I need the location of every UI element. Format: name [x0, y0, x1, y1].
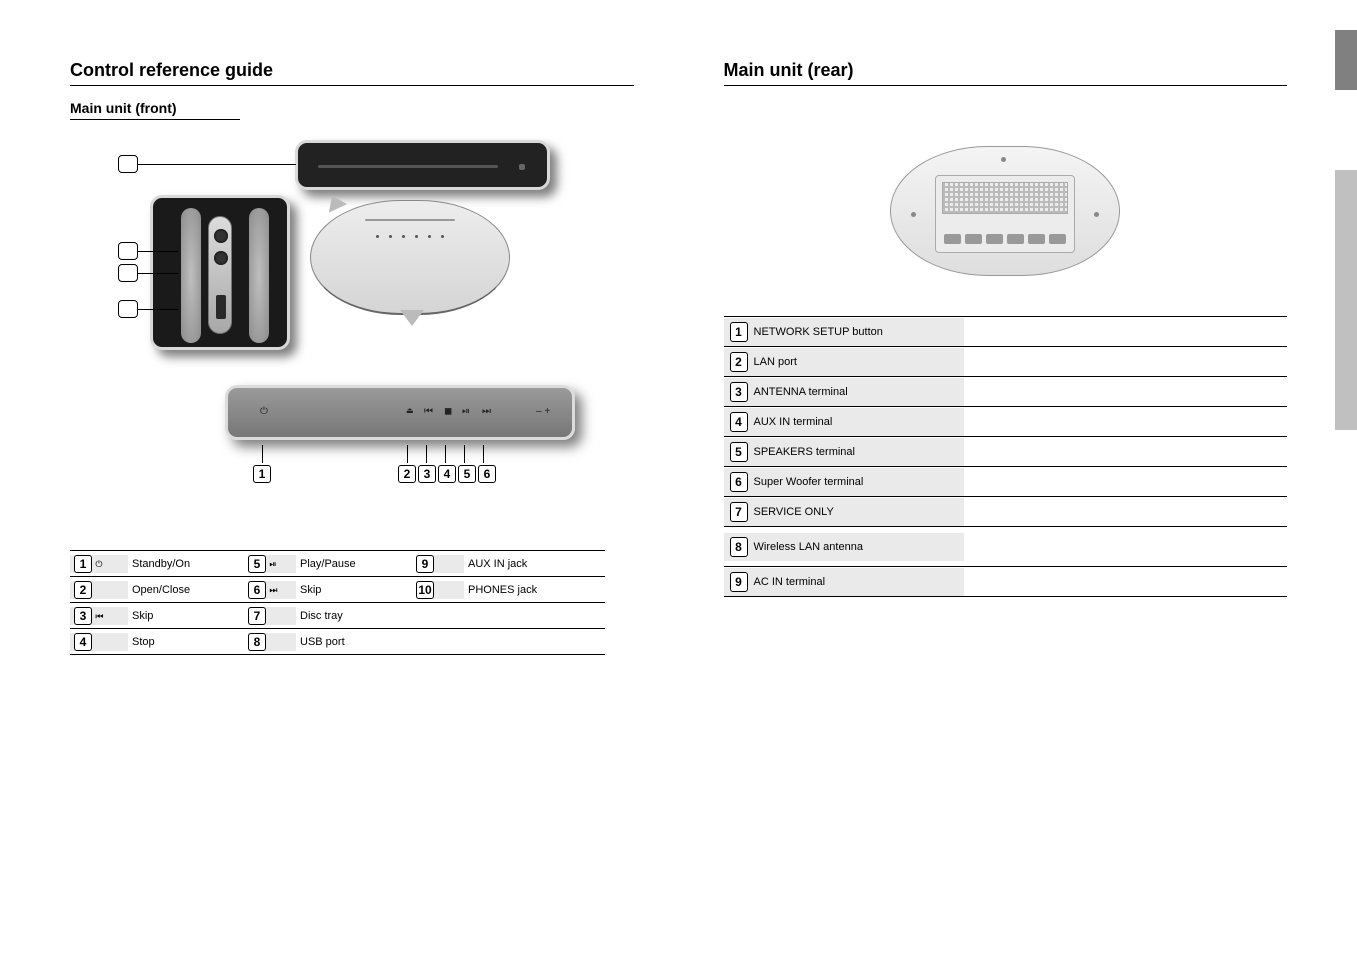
tbl-num: 3 [74, 607, 92, 625]
rt-label: AUX IN terminal [754, 416, 833, 428]
prev-icon: ⏮ [424, 406, 433, 417]
left-column: Control reference guide Main unit (front… [70, 60, 634, 923]
ctrl-num-5: 5 [458, 465, 476, 483]
front-controls-table: 1 ⏻ Standby/On 5 ⏯ Play/Pause 9 AUX IN j… [70, 550, 605, 655]
right-section-title: Main unit (rear) [724, 60, 1288, 86]
left-section-title: Control reference guide [70, 60, 634, 86]
rt-label: SPEAKERS terminal [754, 446, 855, 458]
rt-desc [964, 578, 1288, 586]
rt-label: NETWORK SETUP button [754, 326, 883, 338]
tbl-label: Open/Close [128, 584, 248, 596]
rt-label: ANTENNA terminal [754, 386, 848, 398]
tbl-num: 1 [74, 555, 92, 573]
ctrl-num-3: 3 [418, 465, 436, 483]
rt-num: 9 [730, 572, 748, 592]
tbl-label: Skip [296, 584, 416, 596]
rt-desc [964, 543, 1288, 551]
tbl-label: Standby/On [128, 558, 248, 570]
rear-unit-image [890, 146, 1120, 276]
rear-ports-table: 1 NETWORK SETUP button 2 LAN port 3 ANTENNA… [724, 316, 1288, 597]
rt-desc [964, 328, 1288, 336]
rt-desc [964, 388, 1288, 396]
leader-box-7 [118, 155, 138, 173]
ctrl-num-4: 4 [438, 465, 456, 483]
eject-icon: ⏏ [406, 406, 414, 415]
tbl-label: Stop [128, 636, 248, 648]
control-strip-numbers: 1 2 3 4 5 6 [225, 445, 575, 490]
tbl-label: PHONES jack [464, 584, 605, 596]
main-unit-body [310, 200, 510, 315]
tbl-num: 9 [416, 555, 434, 573]
rt-label: AC IN terminal [754, 576, 826, 588]
ctrl-num-1: 1 [253, 465, 271, 483]
tbl-label: Disc tray [296, 610, 416, 622]
tbl-label: USB port [296, 636, 416, 648]
leader-box-8 [118, 300, 138, 318]
tbl-num: 10 [416, 581, 434, 599]
tbl-label: AUX IN jack [464, 558, 605, 570]
tbl-label: Play/Pause [296, 558, 416, 570]
rt-desc [964, 508, 1288, 516]
rt-num: 3 [730, 382, 748, 402]
rt-desc [964, 448, 1288, 456]
rt-num: 2 [730, 352, 748, 372]
tbl-label: Skip [128, 610, 248, 622]
rt-num: 6 [730, 472, 748, 492]
tbl-num: 5 [248, 555, 266, 573]
ctrl-num-2: 2 [398, 465, 416, 483]
volume-label: – + [536, 406, 550, 417]
tbl-num: 7 [248, 607, 266, 625]
ctrl-num-6: 6 [478, 465, 496, 483]
rt-label: LAN port [754, 356, 797, 368]
left-subsection-title: Main unit (front) [70, 100, 240, 120]
front-diagram: ⏻ ⏏ ⏮ ◼ ⏯ ⏭ – + 1 2 3 4 5 6 [70, 140, 590, 510]
tbl-num: 8 [248, 633, 266, 651]
rt-label: Super Woofer terminal [754, 476, 864, 488]
rt-num: 4 [730, 412, 748, 432]
rt-desc [964, 418, 1288, 426]
stop-icon: ◼ [444, 406, 452, 417]
rt-num: 1 [730, 322, 748, 342]
rt-num: 8 [730, 537, 748, 557]
leader-box-9 [118, 242, 138, 260]
rt-desc [964, 478, 1288, 486]
rt-label: SERVICE ONLY [754, 506, 834, 518]
rt-desc [964, 358, 1288, 366]
tbl-num: 2 [74, 581, 92, 599]
right-column: Main unit (rear) 1 NETWORK SETUP button [724, 60, 1288, 923]
rt-num: 5 [730, 442, 748, 462]
play-pause-icon: ⏯ [462, 406, 470, 417]
next-icon: ⏭ [482, 406, 491, 417]
power-icon: ⏻ [260, 406, 268, 417]
control-strip-callout: ⏻ ⏏ ⏮ ◼ ⏯ ⏭ – + [225, 385, 575, 440]
rt-num: 7 [730, 502, 748, 522]
tbl-num: 6 [248, 581, 266, 599]
rt-label: Wireless LAN antenna [754, 541, 863, 553]
disc-slot-callout [295, 140, 550, 190]
leader-box-10 [118, 264, 138, 282]
tbl-num: 4 [74, 633, 92, 651]
